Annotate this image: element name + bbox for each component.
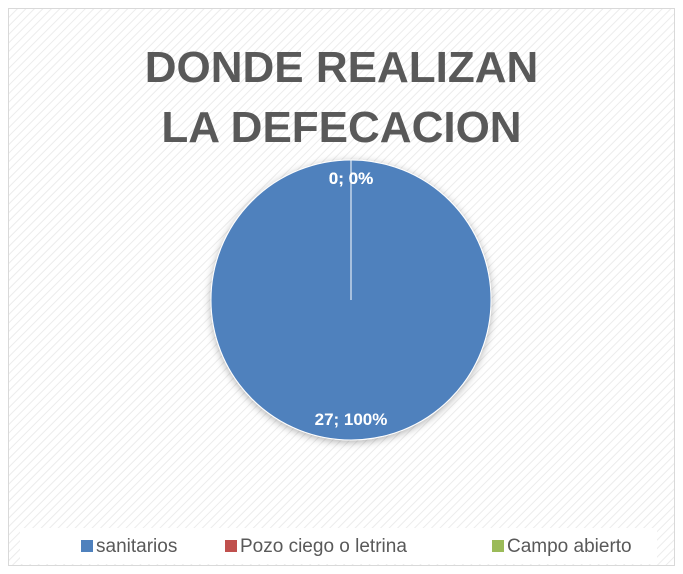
data-label: 27; 100% (315, 410, 388, 429)
legend-swatch (81, 540, 93, 552)
legend-label: Pozo ciego o letrina (240, 536, 407, 557)
data-label: 0; 0% (329, 169, 373, 188)
legend-box (20, 528, 657, 564)
legend-swatch (225, 540, 237, 552)
data-label: 0; 0% (329, 169, 373, 188)
legend-swatch (492, 540, 504, 552)
chart-title: DONDE REALIZAN LA DEFECACION (144, 43, 539, 152)
pie (210, 159, 492, 441)
legend-label: sanitarios (96, 536, 177, 557)
legend-label: Campo abierto (507, 536, 632, 557)
